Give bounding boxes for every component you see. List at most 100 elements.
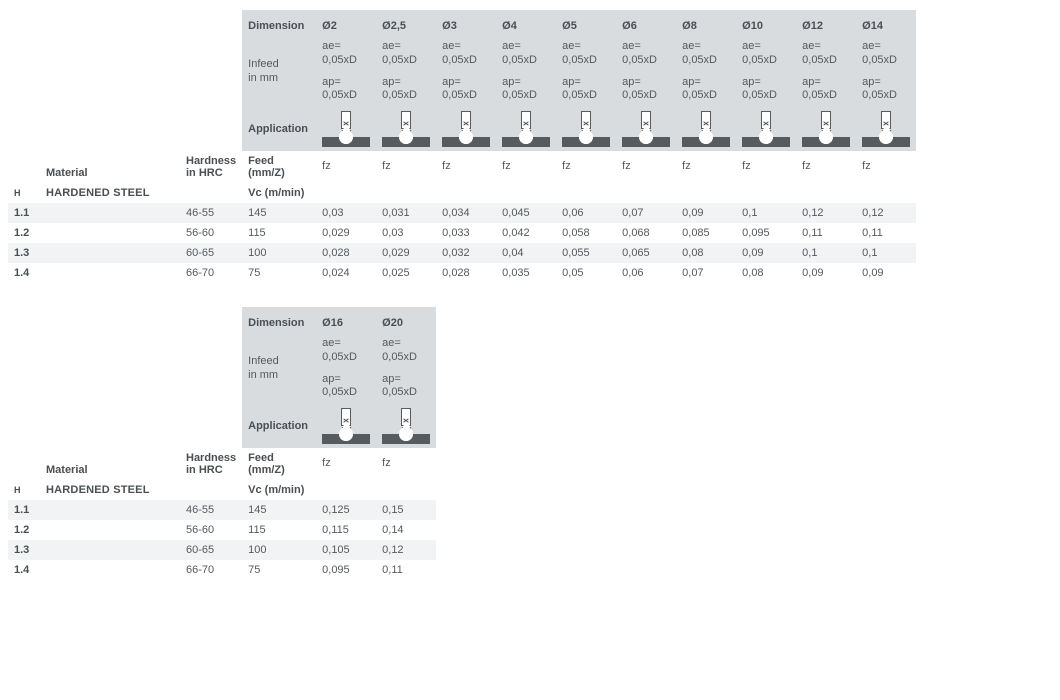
row-code: 1.3	[8, 243, 40, 263]
row-fz: 0,1	[736, 203, 796, 223]
label-fz: fz	[796, 151, 856, 183]
infeed-ae: ae=0,05xD	[736, 36, 796, 72]
row-hardness: 60-65	[180, 540, 242, 560]
label-dimension: Dimension	[242, 10, 316, 36]
row-fz: 0,12	[856, 203, 916, 223]
label-application: Application	[242, 404, 316, 448]
application-icon	[442, 111, 490, 147]
row-fz: 0,04	[496, 243, 556, 263]
row-fz: 0,033	[436, 223, 496, 243]
row-fz: 0,065	[616, 243, 676, 263]
row-vc: 75	[242, 263, 316, 283]
diameter-header: Ø4	[496, 10, 556, 36]
infeed-ae: ae=0,05xD	[376, 333, 436, 369]
row-code: 1.4	[8, 560, 40, 580]
label-feed: Feed (mm/Z)	[242, 151, 316, 183]
row-hardness: 66-70	[180, 263, 242, 283]
row-fz: 0,03	[376, 223, 436, 243]
row-fz: 0,025	[376, 263, 436, 283]
row-fz: 0,032	[436, 243, 496, 263]
infeed-ap: ap=0,05xD	[556, 72, 616, 108]
diameter-header: Ø3	[436, 10, 496, 36]
row-fz: 0,034	[436, 203, 496, 223]
infeed-ae: ae=0,05xD	[556, 36, 616, 72]
row-vc: 145	[242, 500, 316, 520]
application-icon	[322, 408, 370, 444]
row-vc: 75	[242, 560, 316, 580]
row-fz: 0,06	[616, 263, 676, 283]
row-hardness: 56-60	[180, 223, 242, 243]
infeed-ae: ae=0,05xD	[676, 36, 736, 72]
infeed-ap: ap=0,05xD	[616, 72, 676, 108]
label-vc: Vc (m/min)	[242, 183, 316, 203]
label-infeed: Infeedin mm	[242, 333, 316, 404]
infeed-ap: ap=0,05xD	[376, 72, 436, 108]
row-fz: 0,095	[736, 223, 796, 243]
application-icon	[322, 111, 370, 147]
label-hardness: Hardnessin HRC	[180, 151, 242, 183]
row-fz: 0,06	[556, 203, 616, 223]
label-fz: fz	[496, 151, 556, 183]
row-fz: 0,115	[316, 520, 376, 540]
row-code: 1.3	[8, 540, 40, 560]
application-icon	[742, 111, 790, 147]
table-row: 1.256-601150,1150,14	[8, 520, 436, 540]
row-fz: 0,024	[316, 263, 376, 283]
table-row: 1.146-551450,030,0310,0340,0450,060,070,…	[8, 203, 916, 223]
application-icon	[622, 111, 670, 147]
row-fz: 0,085	[676, 223, 736, 243]
row-fz: 0,045	[496, 203, 556, 223]
row-vc: 115	[242, 520, 316, 540]
label-infeed: Infeedin mm	[242, 36, 316, 107]
row-fz: 0,031	[376, 203, 436, 223]
row-fz: 0,03	[316, 203, 376, 223]
infeed-ap: ap=0,05xD	[436, 72, 496, 108]
infeed-ap: ap=0,05xD	[316, 72, 376, 108]
table-row: 1.466-70750,0240,0250,0280,0350,050,060,…	[8, 263, 916, 283]
row-fz: 0,095	[316, 560, 376, 580]
row-vc: 100	[242, 243, 316, 263]
row-fz: 0,08	[676, 243, 736, 263]
diameter-header: Ø5	[556, 10, 616, 36]
row-fz: 0,12	[796, 203, 856, 223]
row-hardness: 46-55	[180, 500, 242, 520]
row-hardness: 66-70	[180, 560, 242, 580]
label-fz: fz	[736, 151, 796, 183]
row-fz: 0,14	[376, 520, 436, 540]
row-fz: 0,07	[676, 263, 736, 283]
row-fz: 0,09	[796, 263, 856, 283]
cutting-data-table-1: DimensionØ16Ø20Infeedin mmae=0,05xDae=0,…	[8, 307, 1052, 580]
infeed-ae: ae=0,05xD	[616, 36, 676, 72]
label-fz: fz	[376, 448, 436, 480]
label-application: Application	[242, 107, 316, 151]
row-fz: 0,08	[736, 263, 796, 283]
label-fz: fz	[856, 151, 916, 183]
row-fz: 0,055	[556, 243, 616, 263]
row-fz: 0,1	[796, 243, 856, 263]
label-hardness: Hardnessin HRC	[180, 448, 242, 480]
row-fz: 0,028	[316, 243, 376, 263]
infeed-ap: ap=0,05xD	[496, 72, 556, 108]
row-fz: 0,09	[736, 243, 796, 263]
row-vc: 100	[242, 540, 316, 560]
infeed-ap: ap=0,05xD	[376, 369, 436, 405]
infeed-ae: ae=0,05xD	[496, 36, 556, 72]
infeed-ae: ae=0,05xD	[376, 36, 436, 72]
row-fz: 0,15	[376, 500, 436, 520]
row-fz: 0,1	[856, 243, 916, 263]
infeed-ap: ap=0,05xD	[676, 72, 736, 108]
row-fz: 0,11	[796, 223, 856, 243]
label-fz: fz	[556, 151, 616, 183]
row-fz: 0,042	[496, 223, 556, 243]
infeed-ap: ap=0,05xD	[796, 72, 856, 108]
label-vc: Vc (m/min)	[242, 480, 316, 500]
diameter-header: Ø12	[796, 10, 856, 36]
section-code: H	[8, 480, 40, 500]
row-hardness: 56-60	[180, 520, 242, 540]
diameter-header: Ø10	[736, 10, 796, 36]
diameter-header: Ø16	[316, 307, 376, 333]
row-code: 1.1	[8, 500, 40, 520]
diameter-header: Ø8	[676, 10, 736, 36]
row-fz: 0,11	[856, 223, 916, 243]
section-name: HARDENED STEEL	[40, 183, 180, 203]
